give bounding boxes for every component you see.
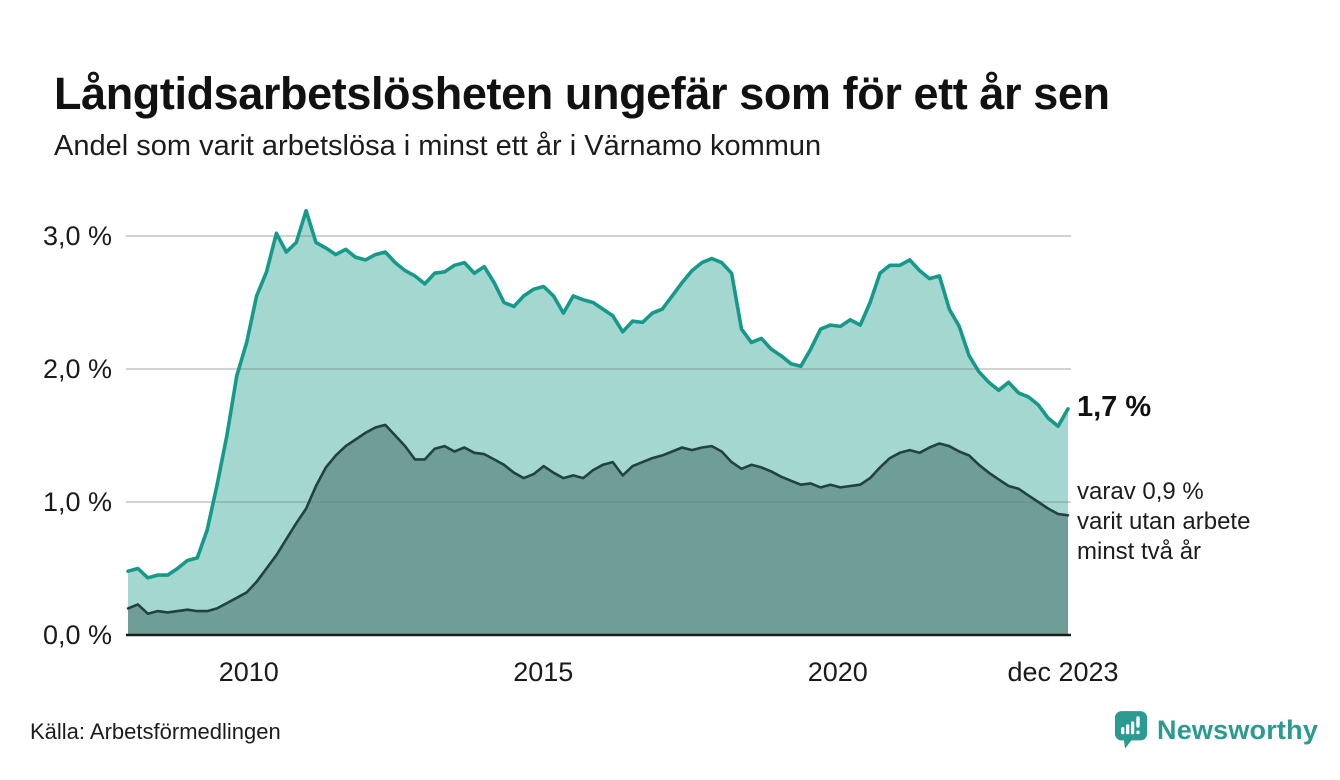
y-axis-label: 0,0 %	[43, 620, 112, 650]
x-axis-label: dec 2023	[1007, 657, 1118, 687]
area-minst-tva-ar	[128, 424, 1068, 635]
newsworthy-pin-barchart-icon	[1114, 711, 1148, 749]
area-chart: 3,0 % 2,0 % 1,0 % 0,0 % 2010 2015 2020 dec 2023	[43, 208, 1119, 687]
x-axis-label: 2020	[808, 657, 868, 687]
line-minst-tva-ar	[126, 423, 1070, 616]
y-axis-label: 3,0 %	[43, 221, 112, 251]
annotation-latest-total: 1,7 %	[1077, 391, 1152, 423]
newsworthy-wordmark: Newsworthy	[1157, 714, 1319, 745]
y-axis-label: 2,0 %	[43, 354, 112, 384]
line-minst-ett-ar	[126, 208, 1070, 580]
x-axis-label: 2010	[219, 657, 279, 687]
newsworthy-logo: Newsworthy	[1114, 710, 1318, 750]
chart-title: Långtidsarbetslösheten ungefär som för e…	[54, 68, 1110, 120]
source-note: Källa: Arbetsförmedlingen	[30, 719, 281, 744]
y-axis-label: 1,0 %	[43, 487, 112, 517]
annotation-two-years: varav 0,9 % varit utan arbete minst två …	[1077, 478, 1251, 566]
chart-subtitle: Andel som varit arbetslösa i minst ett å…	[54, 130, 822, 162]
x-axis-label: 2015	[513, 657, 573, 687]
